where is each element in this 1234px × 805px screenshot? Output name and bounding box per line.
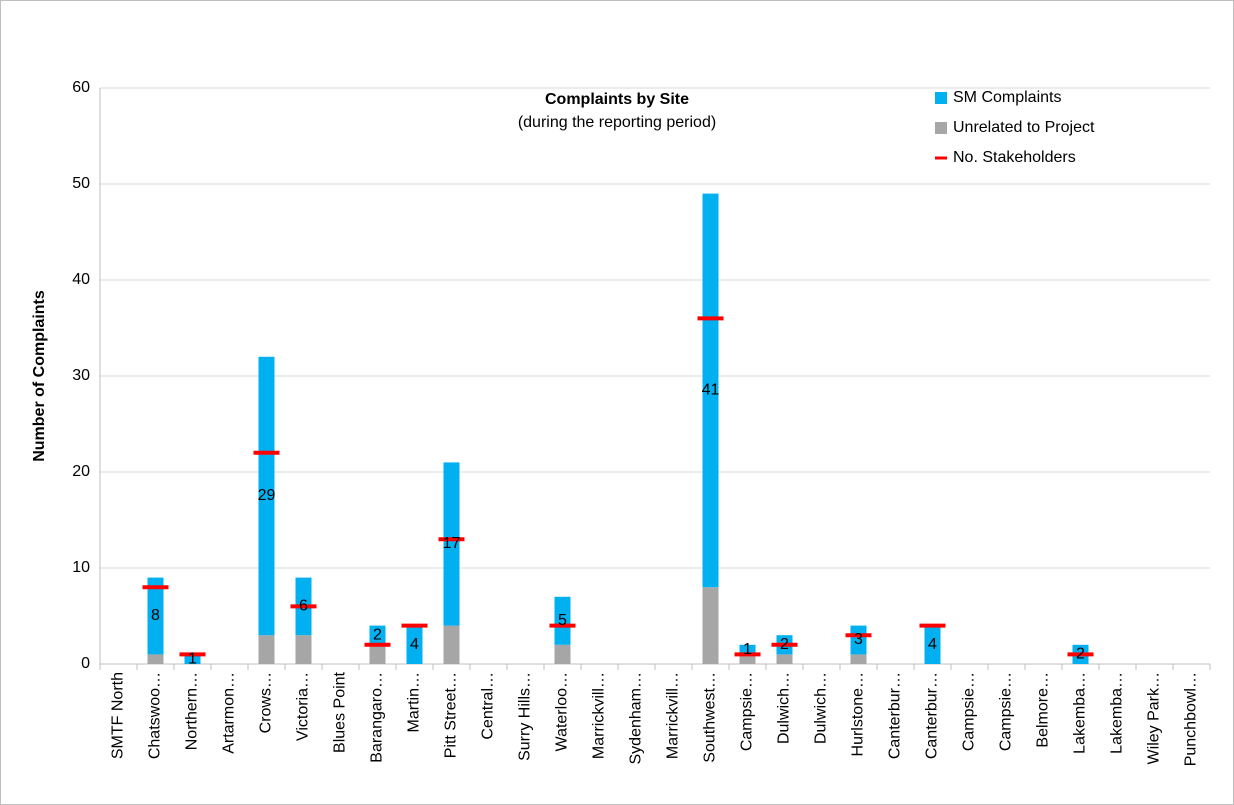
x-tick-label: Lakemba… — [1072, 672, 1089, 754]
x-tick-label: Sydenham… — [628, 672, 645, 765]
bar-segment — [258, 356, 275, 636]
x-tick-label: Canterbur… — [887, 672, 904, 759]
bar-segment — [702, 587, 719, 664]
bar-segment — [850, 625, 867, 655]
bar-segment — [369, 625, 386, 645]
x-tick-label: Barangaro… — [369, 672, 386, 763]
x-tick-label: Hurlstone… — [850, 672, 867, 756]
x-tick-label: Dulwich… — [776, 672, 793, 744]
data-label: 17 — [443, 535, 461, 552]
data-label: 1 — [743, 641, 752, 658]
chart-subtitle: (during the reporting period) — [518, 114, 716, 131]
x-tick-label: Surry Hills… — [517, 672, 534, 761]
bar-segment — [369, 644, 386, 664]
bar-segment — [702, 193, 719, 588]
bar-segment — [406, 625, 423, 664]
x-tick-label: Southwest… — [702, 672, 719, 763]
x-tick-label: Northern… — [184, 672, 201, 750]
x-tick-label: SMTF North — [110, 672, 127, 759]
data-label: 8 — [151, 607, 160, 624]
x-tick-label: Crows… — [258, 672, 275, 733]
x-tick-label: Belmore… — [1035, 672, 1052, 748]
legend-swatch — [935, 122, 947, 134]
x-tick-label: Victoria… — [295, 672, 312, 741]
x-tick-label: Marrickvill… — [665, 672, 682, 759]
chart-title: Complaints by Site — [545, 91, 689, 108]
x-tick-label: Campsie… — [961, 672, 978, 751]
x-tick-label: Chatswoo… — [147, 672, 164, 759]
x-tick-label: Martin… — [406, 672, 423, 732]
y-tick-label: 20 — [72, 463, 90, 480]
y-tick-label: 30 — [72, 367, 90, 384]
x-tick-label: Lakemba… — [1109, 672, 1126, 754]
data-label: 5 — [558, 612, 567, 629]
data-label: 41 — [702, 382, 720, 399]
x-tick-label: Blues Point — [332, 671, 349, 752]
data-label: 3 — [854, 631, 863, 648]
bar-segment — [184, 654, 201, 664]
bar-segment — [295, 635, 312, 664]
y-axis-label: Number of Complaints — [31, 290, 48, 462]
data-label: 1 — [188, 650, 197, 667]
x-tick-label: Dulwich… — [813, 672, 830, 744]
bar-segment — [147, 654, 164, 664]
legend-label: SM Complaints — [953, 89, 1061, 106]
data-label: 4 — [410, 636, 419, 653]
x-tick-label: Central… — [480, 672, 497, 740]
y-tick-label: 40 — [72, 271, 90, 288]
y-tick-label: 50 — [72, 175, 90, 192]
bar-segment — [739, 654, 756, 664]
x-tick-label: Campsie… — [739, 672, 756, 751]
x-tick-label: Punchbowl… — [1183, 672, 1200, 766]
x-tick-label: Campsie… — [998, 672, 1015, 751]
bar-segment — [739, 644, 756, 655]
x-tick-label: Artarmon… — [221, 672, 238, 754]
x-tick-label: Canterbur… — [924, 672, 941, 759]
data-label: 4 — [928, 636, 937, 653]
bar-segment — [147, 577, 164, 655]
bar-segment — [258, 635, 275, 664]
legend-swatch — [935, 92, 947, 104]
bar-segment — [554, 644, 571, 664]
x-tick-label: Waterloo… — [554, 672, 571, 751]
data-label: 29 — [258, 487, 276, 504]
data-label: 2 — [780, 636, 789, 653]
legend-label: No. Stakeholders — [953, 149, 1076, 166]
bar-segment — [924, 625, 941, 664]
data-label: 6 — [299, 598, 308, 615]
x-tick-label: Wiley Park… — [1146, 672, 1163, 764]
y-tick-label: 0 — [81, 655, 90, 672]
x-tick-label: Pitt Street… — [443, 672, 460, 758]
bar-segment — [443, 462, 460, 626]
bar-segment — [776, 654, 793, 664]
bar-segment — [554, 596, 571, 645]
y-tick-label: 60 — [72, 79, 90, 96]
y-tick-label: 10 — [72, 559, 90, 576]
data-label: 2 — [1076, 646, 1085, 663]
x-tick-label: Marrickvill… — [591, 672, 608, 759]
data-label: 2 — [373, 626, 382, 643]
bar-segment — [443, 625, 460, 664]
legend-label: Unrelated to Project — [953, 119, 1095, 136]
bar-segment — [850, 654, 867, 664]
